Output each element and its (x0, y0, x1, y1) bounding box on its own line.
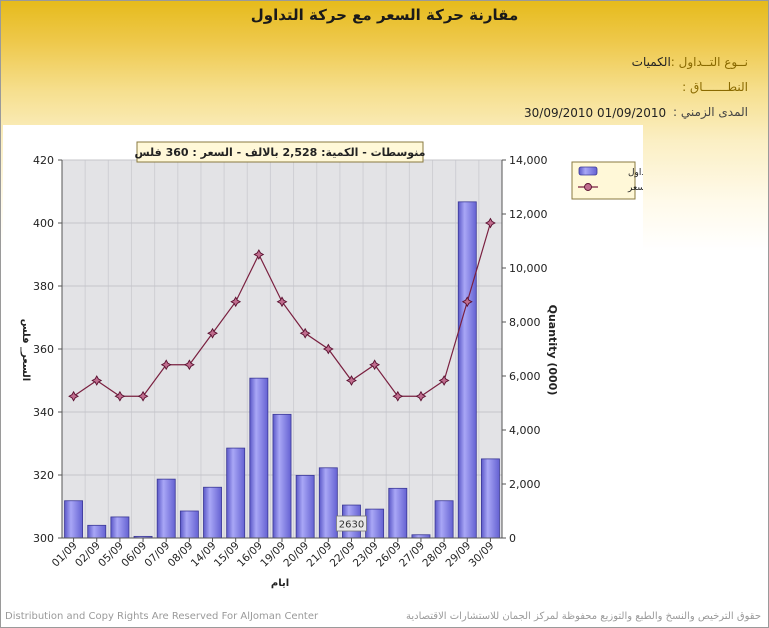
right-tick-label: 12,000 (509, 208, 548, 221)
volume-bar (203, 486, 222, 539)
x-tick-label: 02/09 (73, 540, 103, 570)
price-point (438, 375, 450, 386)
x-tick-label: 15/09 (212, 540, 242, 570)
left-tick-label: 400 (33, 217, 54, 230)
period-label: المدى الزمني : (673, 105, 748, 119)
tooltip-text: 2630 (339, 520, 364, 531)
right-tick-label: 0 (509, 532, 516, 545)
left-tick-label: 360 (33, 343, 54, 356)
legend-line-label: السعر (627, 183, 643, 193)
right-tick-label: 14,000 (509, 154, 548, 167)
price-point (369, 359, 381, 371)
left-tick-label: 320 (33, 469, 54, 482)
price-point (299, 327, 311, 339)
right-tick-label: 2,000 (509, 478, 541, 491)
right-tick-label: 10,000 (509, 262, 548, 275)
x-tick-label: 23/09 (351, 540, 381, 570)
volume-bar (388, 487, 408, 539)
left-axis-title: السعر_ فلس (20, 319, 31, 381)
volume-bar (179, 510, 199, 539)
volume-bar (156, 478, 176, 539)
price-volume-chart: 300 320 340 360 380 400 420 0 2,000 4,000 6,000 8,0… (20, 141, 651, 589)
price-point (137, 390, 149, 402)
price-point (415, 390, 427, 402)
right-tick-label: 8,000 (509, 316, 541, 329)
trade-type-label-text: نــوع التــداول : (670, 55, 748, 69)
tooltip-box (336, 515, 367, 532)
range-label: النطـــــــاق : (682, 80, 748, 94)
price-point (276, 296, 288, 308)
averages-banner (136, 141, 424, 163)
x-tick-label: 07/09 (142, 540, 172, 570)
volume-bar (272, 413, 292, 539)
right-tick-label: 4,000 (509, 424, 541, 437)
volume-bar (457, 201, 477, 539)
trade-type-label: نــوع التــداول :الكميات (632, 55, 748, 69)
right-axis-title: Quantity (000) (546, 305, 559, 396)
price-point (114, 390, 126, 402)
left-tick-label: 340 (33, 406, 54, 419)
x-tick-label: 14/09 (189, 540, 219, 570)
price-point (484, 217, 496, 229)
volume-bar (434, 500, 454, 539)
x-tick-label: 08/09 (166, 540, 196, 570)
price-point (461, 296, 473, 308)
price-point (392, 390, 404, 402)
x-tick-label: 19/09 (258, 540, 288, 570)
x-tick-label: 16/09 (235, 540, 265, 570)
volume-bar (226, 447, 246, 539)
volume-bar (480, 458, 500, 539)
legend-line-marker (584, 183, 592, 191)
trade-type-value: الكميات (631, 55, 671, 69)
period-value: 30/09/2010 01/09/2010 (524, 106, 667, 120)
footer-copyright-ar: حقوق الترخيص والنسخ والطبع والتوزيع محفو… (405, 611, 761, 622)
x-tick-label: 01/09 (50, 540, 80, 570)
left-tick-label: 420 (33, 154, 54, 167)
chart-panel: 300 320 340 360 380 400 420 0 2,000 4,000 6,000 8,0… (3, 125, 651, 595)
right-tick-label: 6,000 (509, 370, 541, 383)
volume-bar (318, 467, 338, 539)
volume-bar (110, 516, 130, 539)
price-point (230, 296, 242, 308)
x-tick-label: 29/09 (443, 540, 473, 570)
x-tick-label: 26/09 (374, 540, 404, 570)
x-tick-label: 27/09 (397, 540, 427, 570)
x-tick-label: 20/09 (281, 540, 311, 570)
price-point (68, 390, 80, 402)
volume-bar (64, 500, 84, 539)
price-point (183, 359, 195, 371)
price-point (346, 375, 357, 386)
x-tick-label: 05/09 (96, 540, 126, 570)
legend-bar-label: تداول (628, 168, 643, 178)
x-axis-title: ايام (271, 578, 289, 589)
legend-bar-swatch (578, 166, 598, 176)
left-tick-label: 300 (33, 532, 54, 545)
price-point (253, 249, 265, 260)
price-point (91, 375, 103, 386)
price-point (207, 327, 218, 339)
volume-bar (249, 377, 269, 539)
x-tick-label: 21/09 (305, 540, 335, 570)
x-tick-label: 30/09 (467, 540, 497, 570)
x-tick-label: 22/09 (328, 540, 358, 570)
page-title: مقارنة حركة السعر مع حركة التداول (250, 6, 519, 24)
volume-bar (87, 524, 107, 539)
x-tick-label: 28/09 (420, 540, 450, 570)
footer-copyright-en: Distribution and Copy Rights Are Reserve… (5, 611, 319, 622)
x-tick-label: 06/09 (119, 540, 149, 570)
price-point (322, 343, 334, 355)
left-tick-label: 380 (33, 280, 54, 293)
volume-bar (365, 508, 385, 539)
price-point (160, 359, 172, 371)
volume-bar (295, 474, 315, 539)
averages-banner-text: منوسطات - الكمية: 2,528 بالالف - السعر :… (135, 146, 426, 159)
